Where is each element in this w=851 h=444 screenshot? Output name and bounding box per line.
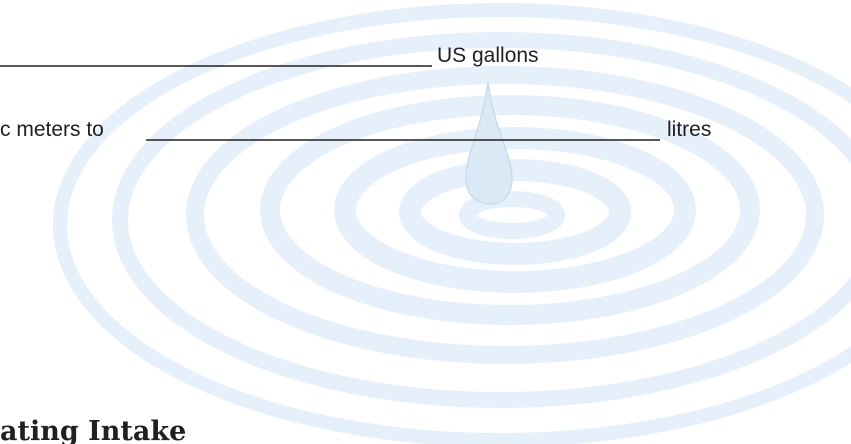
question-text: c meters to [0,118,104,141]
ripple-background [53,3,851,444]
unit-label: US gallons [437,44,539,67]
unit-label: litres [667,118,711,141]
section-heading: ating Intake [0,416,186,444]
water-drop [465,81,513,205]
